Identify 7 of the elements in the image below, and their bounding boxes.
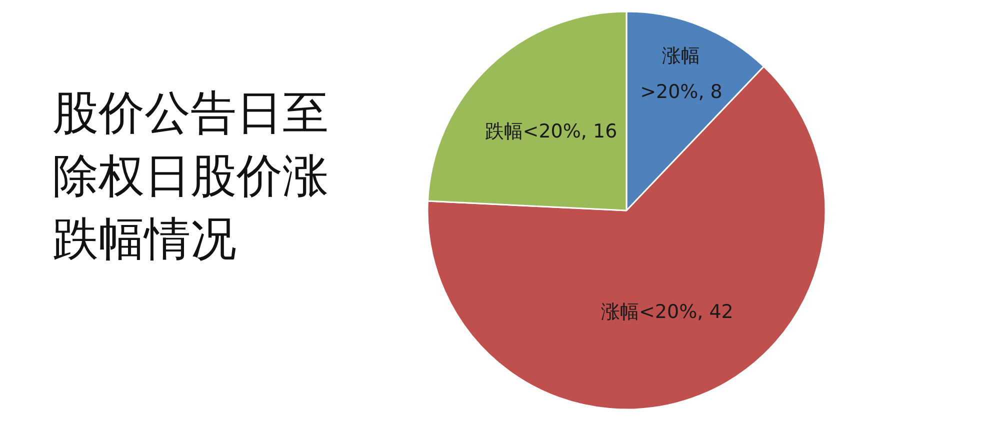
slice-label: 跌幅<20% (484, 120, 581, 142)
text: 股价公告日至除权日股价涨跌幅情况 (52, 86, 328, 266)
slice-label: 涨幅>20% (640, 44, 700, 103)
data-label: , 16 (580, 120, 618, 142)
data-label: , 8 (698, 80, 722, 103)
slice-label: 涨幅<20% (600, 301, 698, 324)
data-label: , 42 (697, 301, 734, 324)
